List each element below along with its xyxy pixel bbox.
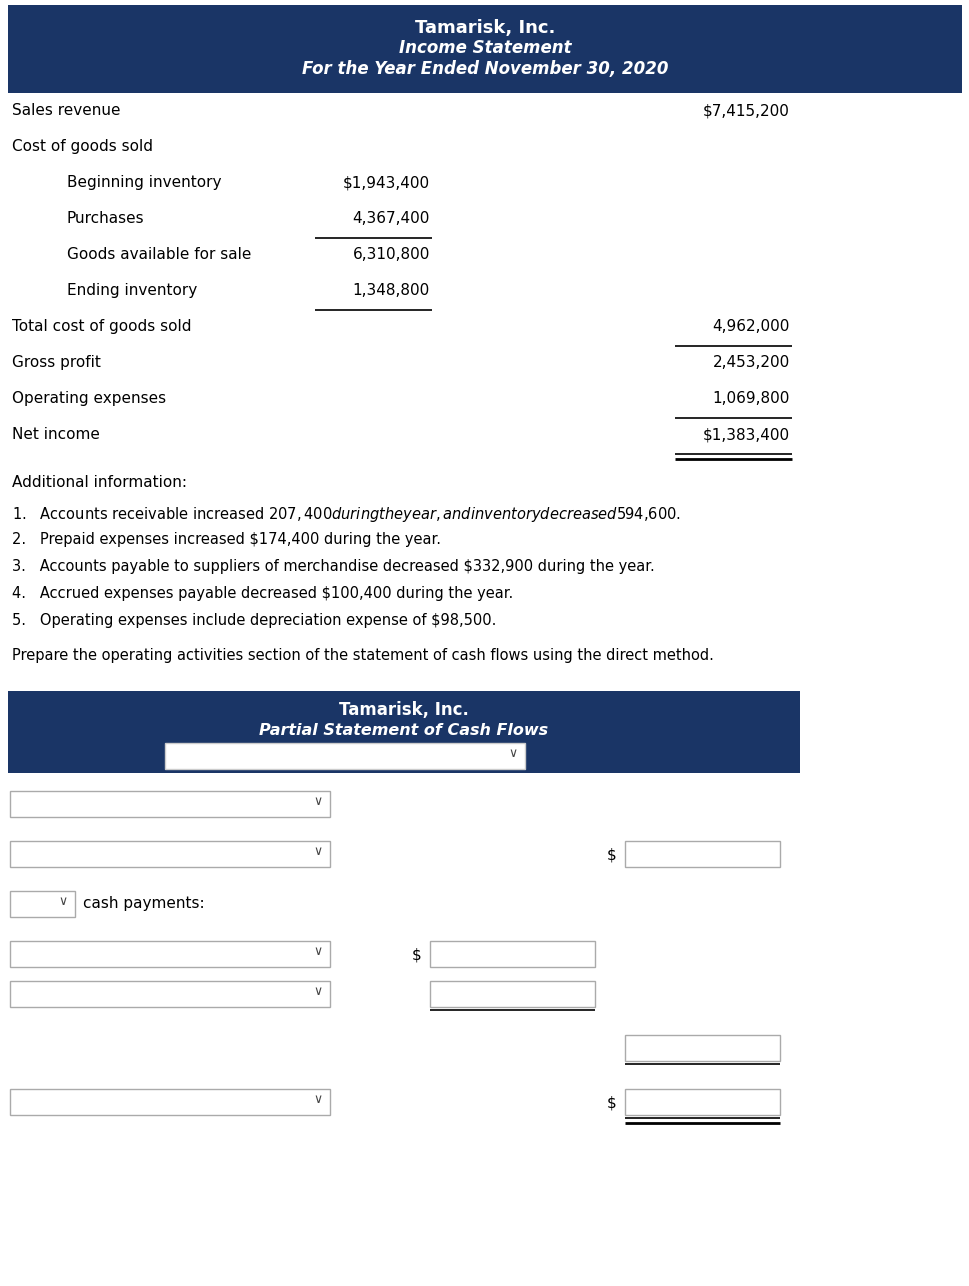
Text: Gross profit: Gross profit bbox=[12, 355, 101, 370]
Text: 1.   Accounts receivable increased $207,400 during the year, and inventory decre: 1. Accounts receivable increased $207,40… bbox=[12, 505, 680, 523]
Text: Sales revenue: Sales revenue bbox=[12, 103, 120, 118]
Text: Partial Statement of Cash Flows: Partial Statement of Cash Flows bbox=[259, 723, 548, 738]
Bar bbox=[10, 891, 75, 917]
Text: 4,367,400: 4,367,400 bbox=[353, 211, 429, 226]
Bar bbox=[624, 841, 779, 867]
Text: ∨: ∨ bbox=[313, 985, 323, 998]
Text: 1,348,800: 1,348,800 bbox=[353, 283, 429, 298]
Text: ∨: ∨ bbox=[508, 747, 517, 760]
Text: Purchases: Purchases bbox=[67, 211, 144, 226]
Text: Tamarisk, Inc.: Tamarisk, Inc. bbox=[339, 701, 468, 719]
Text: $1,383,400: $1,383,400 bbox=[703, 427, 789, 442]
Text: Income Statement: Income Statement bbox=[398, 39, 571, 57]
Text: ∨: ∨ bbox=[313, 1093, 323, 1106]
Text: 3.   Accounts payable to suppliers of merchandise decreased $332,900 during the : 3. Accounts payable to suppliers of merc… bbox=[12, 559, 654, 574]
Bar bbox=[624, 1089, 779, 1115]
Bar bbox=[429, 981, 594, 1007]
Bar bbox=[10, 941, 329, 967]
Text: 4.   Accrued expenses payable decreased $100,400 during the year.: 4. Accrued expenses payable decreased $1… bbox=[12, 586, 513, 601]
Text: 2,453,200: 2,453,200 bbox=[712, 355, 789, 370]
Text: Total cost of goods sold: Total cost of goods sold bbox=[12, 319, 191, 334]
Bar bbox=[10, 981, 329, 1007]
Bar bbox=[10, 1089, 329, 1115]
Text: For the Year Ended November 30, 2020: For the Year Ended November 30, 2020 bbox=[301, 60, 668, 78]
Text: ∨: ∨ bbox=[313, 795, 323, 808]
Text: Cost of goods sold: Cost of goods sold bbox=[12, 139, 153, 154]
Text: Ending inventory: Ending inventory bbox=[67, 283, 197, 298]
Text: 5.   Operating expenses include depreciation expense of $98,500.: 5. Operating expenses include depreciati… bbox=[12, 613, 496, 628]
Bar bbox=[8, 691, 799, 773]
Text: 6,310,800: 6,310,800 bbox=[353, 247, 429, 262]
Text: Tamarisk, Inc.: Tamarisk, Inc. bbox=[415, 19, 554, 37]
Bar bbox=[624, 1035, 779, 1061]
Text: 1,069,800: 1,069,800 bbox=[712, 391, 789, 406]
Text: Goods available for sale: Goods available for sale bbox=[67, 247, 251, 262]
Text: Net income: Net income bbox=[12, 427, 100, 442]
Text: Operating expenses: Operating expenses bbox=[12, 391, 166, 406]
Text: ∨: ∨ bbox=[313, 845, 323, 858]
Text: Prepare the operating activities section of the statement of cash flows using th: Prepare the operating activities section… bbox=[12, 648, 713, 664]
Text: $: $ bbox=[607, 847, 616, 862]
Text: $: $ bbox=[607, 1094, 616, 1110]
Text: 2.   Prepaid expenses increased $174,400 during the year.: 2. Prepaid expenses increased $174,400 d… bbox=[12, 532, 441, 547]
Text: Beginning inventory: Beginning inventory bbox=[67, 175, 221, 190]
Text: ∨: ∨ bbox=[313, 945, 323, 958]
Text: $: $ bbox=[412, 946, 422, 962]
Bar bbox=[10, 841, 329, 867]
Bar bbox=[10, 791, 329, 817]
Bar bbox=[429, 941, 594, 967]
Text: 4,962,000: 4,962,000 bbox=[712, 319, 789, 334]
Text: ∨: ∨ bbox=[58, 895, 68, 908]
Text: Additional information:: Additional information: bbox=[12, 475, 187, 490]
Bar bbox=[8, 5, 961, 93]
Text: cash payments:: cash payments: bbox=[83, 896, 204, 910]
Bar bbox=[165, 743, 524, 769]
Text: $7,415,200: $7,415,200 bbox=[703, 103, 789, 118]
Text: $1,943,400: $1,943,400 bbox=[342, 175, 429, 190]
